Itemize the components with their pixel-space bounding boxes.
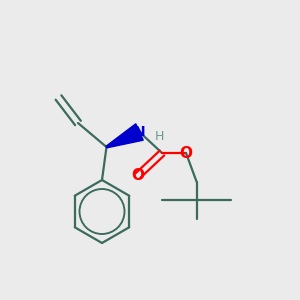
Text: O: O	[179, 146, 193, 160]
Polygon shape	[106, 124, 143, 148]
Text: O: O	[131, 168, 145, 183]
Text: N: N	[134, 125, 145, 139]
Text: H: H	[154, 130, 164, 143]
